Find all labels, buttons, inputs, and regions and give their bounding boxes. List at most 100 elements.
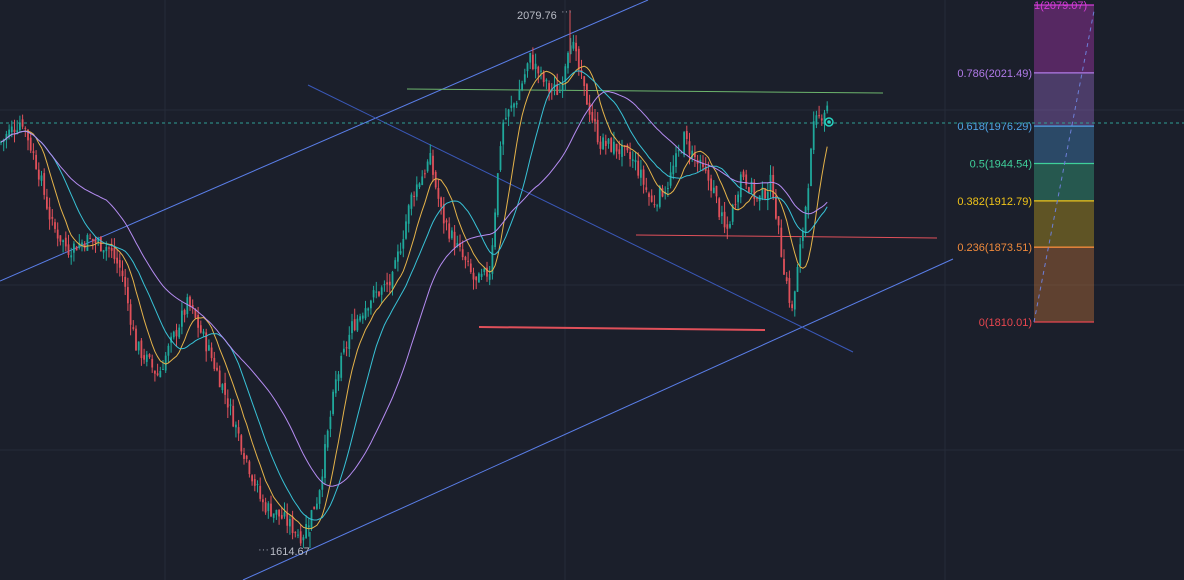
svg-text:···: ··· bbox=[258, 544, 269, 556]
candle bbox=[810, 147, 812, 187]
candle bbox=[172, 330, 175, 340]
candle bbox=[162, 359, 164, 370]
candle bbox=[356, 314, 359, 333]
candle bbox=[278, 509, 280, 525]
candle bbox=[137, 341, 140, 355]
candle bbox=[496, 172, 499, 218]
resistance-line[interactable] bbox=[406, 88, 884, 94]
candlesticks[interactable] bbox=[0, 10, 829, 548]
candle bbox=[793, 290, 796, 317]
candle bbox=[591, 104, 594, 124]
candle bbox=[321, 469, 324, 498]
candle bbox=[181, 302, 183, 335]
candle bbox=[110, 238, 113, 258]
candle bbox=[19, 115, 21, 133]
candle bbox=[183, 308, 186, 323]
candle bbox=[226, 389, 229, 419]
candle bbox=[397, 244, 399, 272]
candle bbox=[491, 238, 494, 280]
candle bbox=[507, 108, 510, 127]
candle bbox=[145, 350, 148, 367]
candle bbox=[213, 351, 216, 372]
candle bbox=[118, 253, 121, 277]
candle bbox=[478, 272, 480, 283]
fib-level-label: 0.236(1873.51) bbox=[957, 242, 1032, 254]
candle bbox=[297, 529, 299, 539]
candle bbox=[102, 249, 105, 259]
candle bbox=[46, 188, 48, 211]
candle bbox=[361, 312, 364, 324]
candle bbox=[788, 270, 791, 308]
ma-10-line bbox=[0, 70, 828, 521]
candle bbox=[642, 165, 645, 194]
candle bbox=[259, 477, 262, 502]
candle bbox=[59, 235, 62, 246]
candle bbox=[302, 534, 305, 548]
upper-channel-line[interactable] bbox=[0, 0, 649, 282]
fib-zone bbox=[1034, 200, 1094, 248]
candle bbox=[245, 454, 248, 463]
candle bbox=[769, 165, 772, 198]
candle bbox=[237, 419, 240, 441]
fib-retracement[interactable]: 1(2079.07) 0.786(2021.49) 0.618(1976.29) 0.… bbox=[957, 0, 1095, 329]
candle bbox=[56, 222, 59, 247]
candle bbox=[370, 299, 372, 315]
candle bbox=[229, 398, 232, 416]
candle bbox=[467, 252, 469, 267]
candle bbox=[70, 247, 73, 265]
support-line-upper[interactable] bbox=[635, 234, 938, 239]
candle bbox=[367, 307, 370, 317]
candle bbox=[324, 434, 326, 486]
candle bbox=[89, 233, 91, 240]
candle bbox=[556, 73, 559, 96]
candle bbox=[359, 313, 361, 323]
candle bbox=[375, 281, 378, 299]
candle bbox=[243, 447, 245, 465]
candle bbox=[502, 119, 505, 155]
fib-level-label: 0.786(2021.49) bbox=[957, 68, 1032, 80]
candle bbox=[224, 372, 226, 405]
candle bbox=[218, 365, 221, 388]
descending-trend-line[interactable] bbox=[307, 84, 854, 353]
candle bbox=[394, 257, 397, 270]
candle bbox=[8, 124, 10, 140]
candle bbox=[232, 399, 235, 428]
candle bbox=[275, 509, 278, 520]
candle bbox=[345, 341, 348, 357]
candle bbox=[353, 308, 356, 332]
candle bbox=[610, 136, 613, 153]
candle bbox=[129, 299, 132, 336]
candle bbox=[127, 277, 129, 311]
candle bbox=[364, 300, 367, 321]
support-line-lower[interactable] bbox=[478, 326, 766, 331]
fib-zone bbox=[1034, 126, 1094, 164]
candle bbox=[718, 197, 721, 221]
candle bbox=[253, 474, 256, 492]
candle bbox=[316, 497, 318, 511]
candle bbox=[704, 157, 707, 174]
candle bbox=[280, 506, 283, 520]
candle bbox=[785, 271, 788, 284]
candle bbox=[526, 62, 529, 78]
candle bbox=[637, 152, 640, 179]
candle bbox=[772, 166, 775, 201]
candle bbox=[475, 276, 478, 290]
lower-channel-line[interactable] bbox=[242, 258, 954, 580]
candle bbox=[545, 78, 548, 90]
last-price-dot bbox=[824, 117, 834, 127]
candle bbox=[148, 353, 151, 359]
candle bbox=[648, 191, 650, 206]
candle bbox=[529, 52, 532, 70]
fib-zone bbox=[1034, 163, 1094, 201]
candle bbox=[343, 340, 345, 355]
candle bbox=[421, 170, 424, 186]
candle bbox=[586, 83, 588, 105]
candle bbox=[199, 320, 202, 334]
candle bbox=[21, 114, 24, 130]
candle bbox=[634, 151, 637, 171]
candle bbox=[62, 239, 64, 253]
candle bbox=[486, 261, 488, 282]
